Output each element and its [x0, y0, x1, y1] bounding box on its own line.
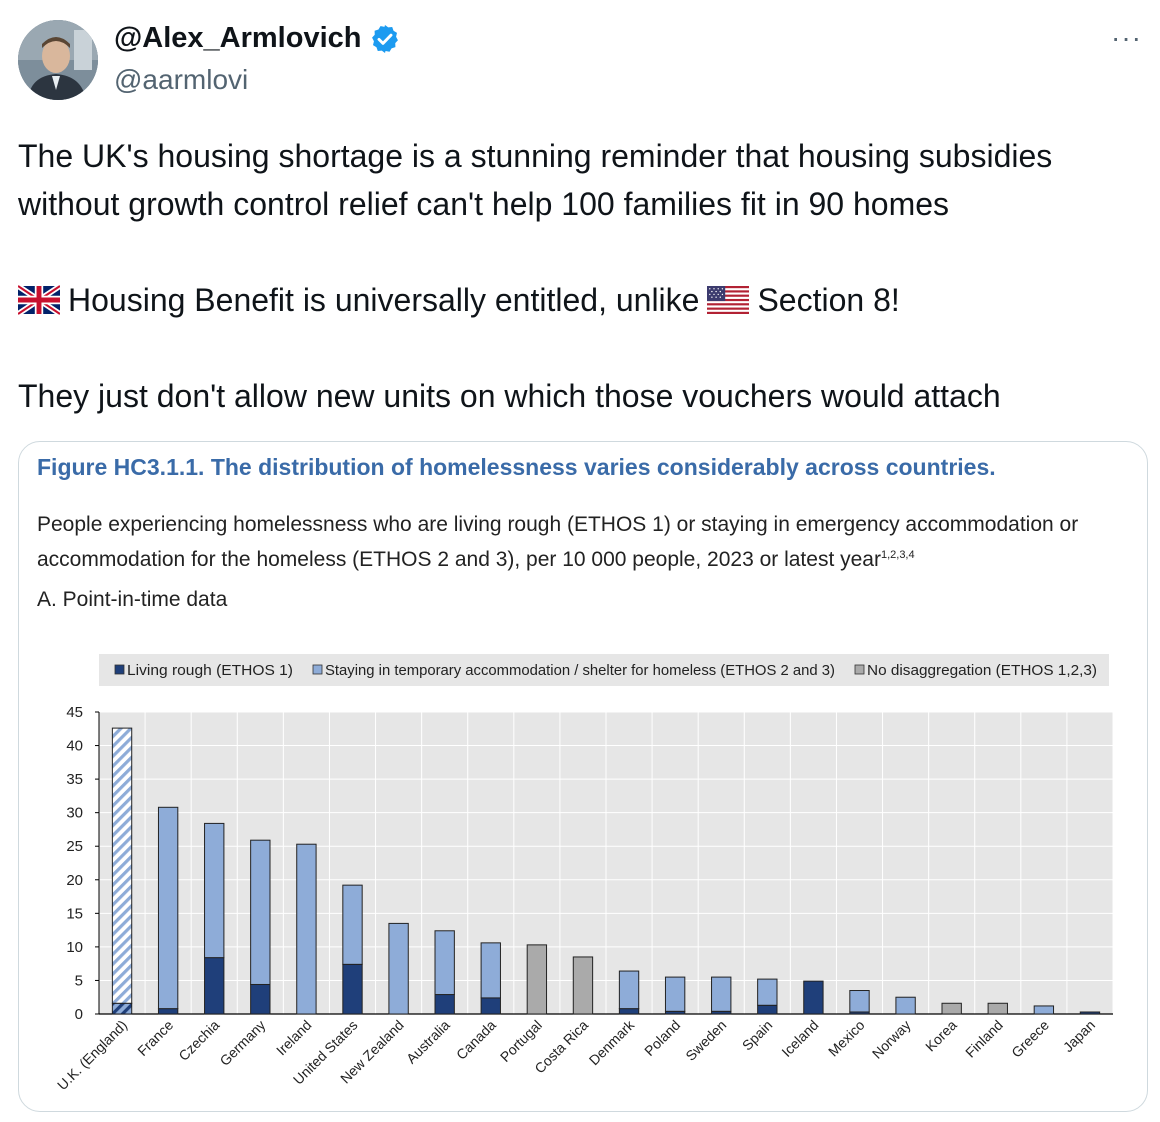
x-tick-label: Australia — [403, 1017, 453, 1067]
bar-segment — [157, 1008, 179, 1015]
bar-segment — [388, 922, 409, 1015]
y-tick-label: 25 — [66, 838, 83, 855]
x-tick-label: Greece — [1008, 1017, 1052, 1061]
x-tick-label: Mexico — [825, 1017, 868, 1060]
x-tick-label: Denmark — [586, 1016, 638, 1068]
bar-segment — [250, 983, 271, 1015]
y-tick-label: 45 — [66, 704, 83, 721]
bar-segment — [618, 970, 640, 1010]
bar-segment — [204, 957, 225, 1015]
tweet-media-card[interactable]: Figure HC3.1.1. The distribution of home… — [18, 441, 1148, 1112]
x-tick-label: Korea — [922, 1017, 960, 1055]
us-flag-icon — [707, 286, 750, 314]
bar-segment — [572, 956, 594, 1015]
tweet-line: without growth control relief can't help… — [18, 186, 950, 222]
author-name[interactable]: @Alex_Armlovich — [114, 22, 401, 55]
panel-label: A. Point-in-time data — [37, 588, 228, 611]
figure-footnote-marks: 1,2,3,4 — [880, 549, 915, 561]
bar-segment — [157, 806, 179, 1010]
y-tick-label: 15 — [66, 905, 83, 922]
x-tick-label: Spain — [739, 1017, 776, 1054]
display-name[interactable]: @Alex_Armlovich — [114, 22, 362, 54]
homelessness-bar-chart: Living rough (ETHOS 1) Staying in tempora… — [54, 654, 1114, 1093]
bar-segment — [480, 997, 501, 1015]
x-tick-label: Canada — [453, 1017, 499, 1063]
legend-swatch — [114, 664, 125, 675]
figure-subtitle: People experiencing homelessness who are… — [37, 510, 1078, 575]
x-tick-label: Norway — [869, 1017, 914, 1062]
author-handle[interactable]: @aarmlovi — [114, 64, 249, 95]
bar-segment — [895, 996, 916, 1015]
x-tick-label: Poland — [641, 1017, 683, 1059]
bar-segment — [664, 976, 686, 1012]
bar-segment — [1079, 1011, 1101, 1015]
x-tick-label: Japan — [1060, 1017, 1098, 1055]
legend-label: Living rough (ETHOS 1) — [127, 662, 293, 679]
bar-segment — [757, 1004, 778, 1015]
bar-segment — [434, 994, 455, 1015]
figure-title: Figure HC3.1.1. The distribution of home… — [37, 454, 996, 480]
legend-label: Staying in temporary accommodation / she… — [325, 662, 835, 679]
bar-segment — [296, 843, 317, 1015]
legend-swatch — [854, 664, 865, 675]
x-tick-label: Finland — [962, 1017, 1006, 1061]
legend-label: No disaggregation (ETHOS 1,2,3) — [867, 662, 1097, 679]
bar-segment — [526, 944, 548, 1015]
y-tick-label: 0 — [75, 1006, 83, 1023]
verified-badge-icon — [372, 24, 399, 53]
tweet-text: The UK's housing shortage is a stunning … — [18, 132, 1148, 420]
bar-segment — [711, 976, 732, 1012]
y-tick-label: 40 — [66, 738, 83, 755]
more-options-button[interactable]: ··· — [1111, 22, 1142, 53]
bar-segment — [111, 1002, 133, 1015]
bar-segment — [342, 963, 363, 1015]
uk-flag-icon — [18, 285, 60, 315]
y-tick-label: 5 — [75, 972, 83, 989]
bar-segment — [204, 822, 225, 959]
y-tick-label: 20 — [66, 872, 83, 889]
bar-segment — [434, 930, 455, 996]
figure-subtitle-text: accommodation for the homeless (ETHOS 2 … — [37, 548, 881, 571]
tweet-text-segment: Section 8! — [757, 282, 900, 318]
figure-subtitle-line: People experiencing homelessness who are… — [37, 513, 1079, 536]
bar-segment — [757, 978, 778, 1006]
bar-segment — [849, 990, 870, 1013]
tweet-text-segment: Housing Benefit is universally entitled,… — [68, 282, 700, 318]
x-tick-label: Germany — [216, 1017, 268, 1069]
x-tick-label: Ireland — [273, 1017, 315, 1059]
avatar-photo — [18, 20, 98, 100]
bar-segment — [987, 1002, 1008, 1015]
x-tick-label: U.K. (England) — [54, 1017, 130, 1093]
legend-background — [99, 654, 1109, 686]
bar-segment — [803, 980, 824, 1015]
x-tick-label: Sweden — [682, 1017, 729, 1064]
x-tick-label: France — [134, 1017, 176, 1059]
tweet-line: They just don't allow new units on which… — [18, 378, 1001, 414]
bar-segment — [1033, 1005, 1055, 1015]
x-tick-label: Czechia — [175, 1017, 222, 1064]
bar-segment — [111, 727, 133, 1004]
tweet-line: Housing Benefit is universally entitled,… — [18, 276, 1148, 324]
y-tick-label: 30 — [66, 805, 83, 822]
tweet-line: The UK's housing shortage is a stunning … — [18, 138, 1053, 174]
bar-segment — [618, 1008, 640, 1015]
bar-segment — [480, 942, 501, 999]
y-tick-label: 35 — [66, 771, 83, 788]
figure-subtitle-line: accommodation for the homeless (ETHOS 2 … — [37, 540, 1078, 575]
avatar[interactable] — [18, 20, 98, 100]
bar-segment — [250, 839, 271, 985]
legend-swatch — [312, 664, 323, 675]
y-tick-label: 10 — [66, 939, 83, 956]
x-tick-label: Iceland — [778, 1017, 821, 1060]
bar-segment — [342, 884, 363, 965]
bar-segment — [941, 1002, 962, 1015]
